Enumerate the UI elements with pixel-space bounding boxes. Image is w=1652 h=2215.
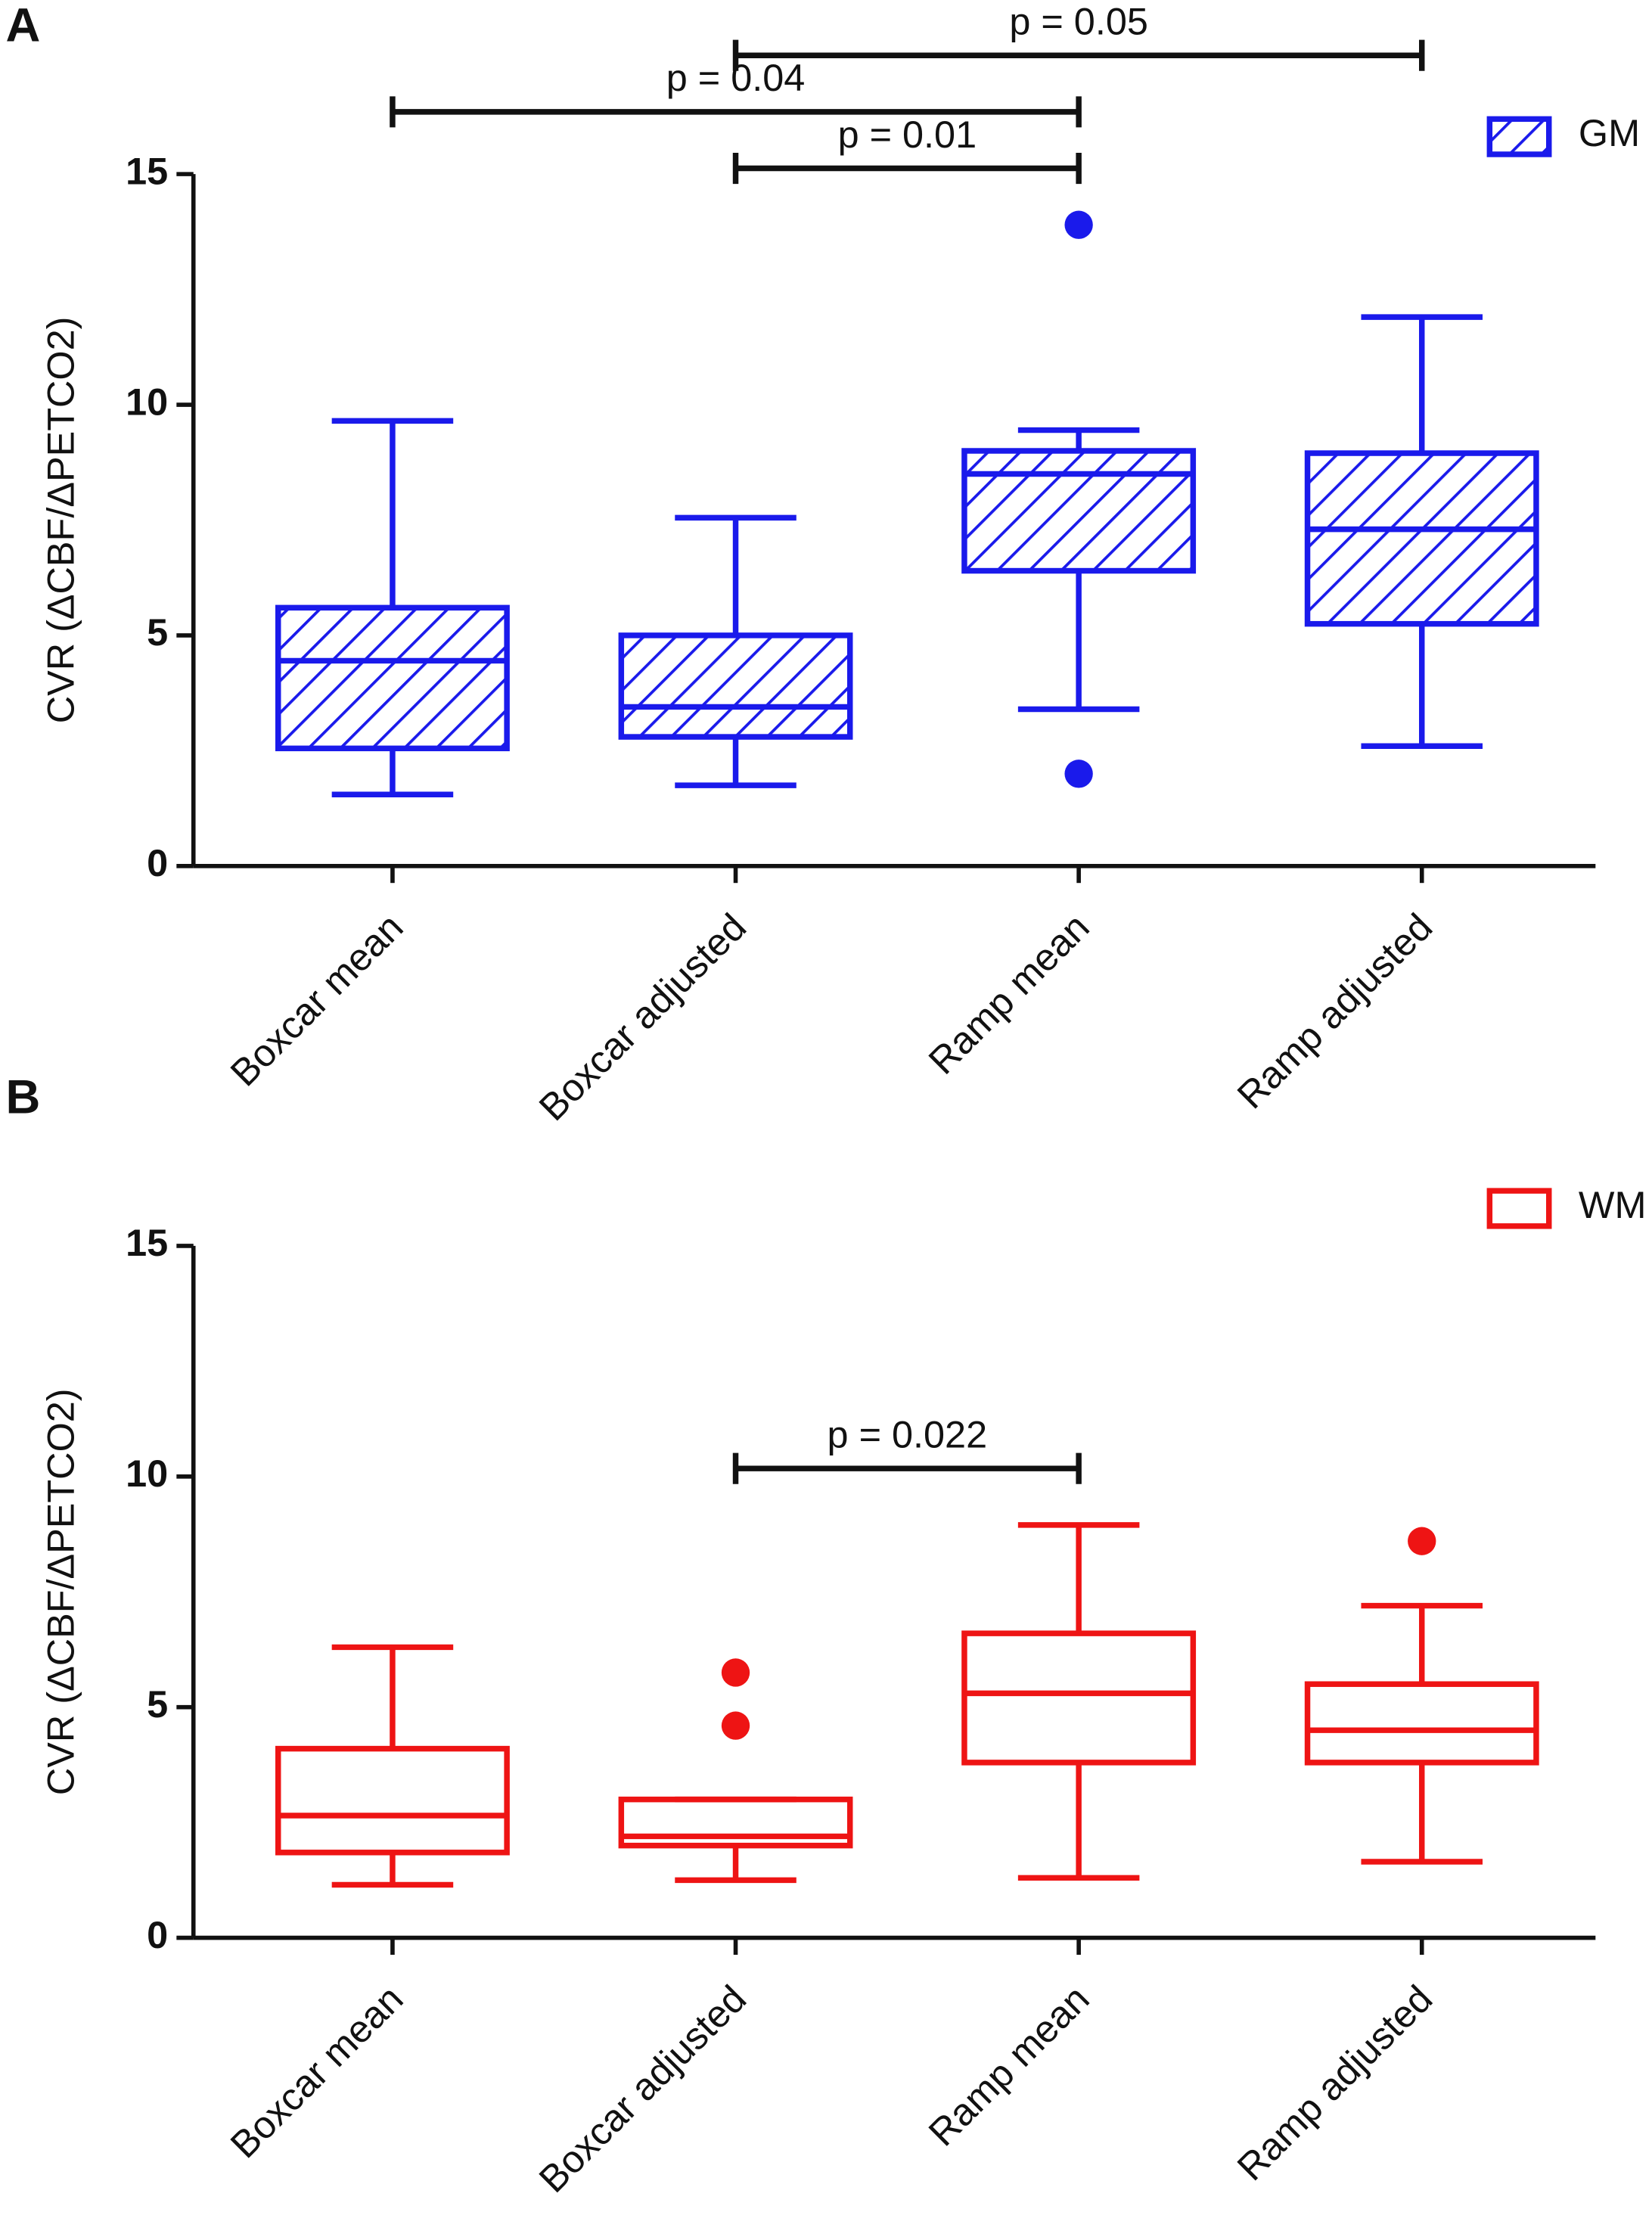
x-tick-label: Ramp mean — [920, 905, 1097, 1082]
outlier — [1064, 760, 1093, 788]
p-value: p = 0.022 — [828, 1412, 988, 1455]
legend-label: WM — [1579, 1183, 1647, 1226]
outlier — [1064, 210, 1093, 239]
y-tick-label: 5 — [147, 1682, 168, 1726]
x-tick-label: Ramp adjusted — [1228, 905, 1440, 1117]
box — [1304, 1681, 1539, 1766]
y-tick-label: 10 — [126, 380, 168, 423]
box — [275, 1745, 510, 1856]
box — [618, 632, 853, 740]
legend-label: GM — [1579, 111, 1640, 154]
x-tick-label: Boxcar mean — [222, 905, 411, 1094]
y-tick-label: 10 — [126, 1452, 168, 1495]
box — [961, 1630, 1197, 1766]
y-axis-label: CVR (ΔCBF/ΔPETCO2) — [39, 1388, 82, 1795]
panel-label: B — [5, 1070, 40, 1123]
y-tick-label: 0 — [147, 1913, 168, 1956]
x-tick-label: Ramp adjusted — [1228, 1977, 1440, 2189]
outlier — [721, 1658, 750, 1687]
outlier — [1408, 1527, 1436, 1555]
box — [1304, 450, 1539, 627]
p-value: p = 0.01 — [838, 113, 977, 156]
x-tick-label: Boxcar mean — [222, 1977, 411, 2166]
panel-label: A — [5, 0, 40, 52]
y-tick-label: 5 — [147, 610, 168, 654]
x-tick-label: Ramp mean — [920, 1977, 1097, 2154]
x-tick-label: Boxcar adjusted — [530, 1977, 754, 2201]
p-value: p = 0.05 — [1009, 0, 1148, 42]
box — [618, 1796, 853, 1849]
y-tick-label: 15 — [126, 149, 168, 192]
outlier — [721, 1711, 750, 1740]
box — [275, 604, 510, 752]
legend-swatch — [1486, 1188, 1552, 1229]
box — [961, 448, 1197, 574]
x-tick-label: Boxcar adjusted — [530, 905, 754, 1129]
y-axis-label: CVR (ΔCBF/ΔPETCO2) — [39, 317, 82, 724]
legend-swatch — [1486, 116, 1552, 157]
y-tick-label: 15 — [126, 1221, 168, 1264]
y-tick-label: 0 — [147, 841, 168, 884]
